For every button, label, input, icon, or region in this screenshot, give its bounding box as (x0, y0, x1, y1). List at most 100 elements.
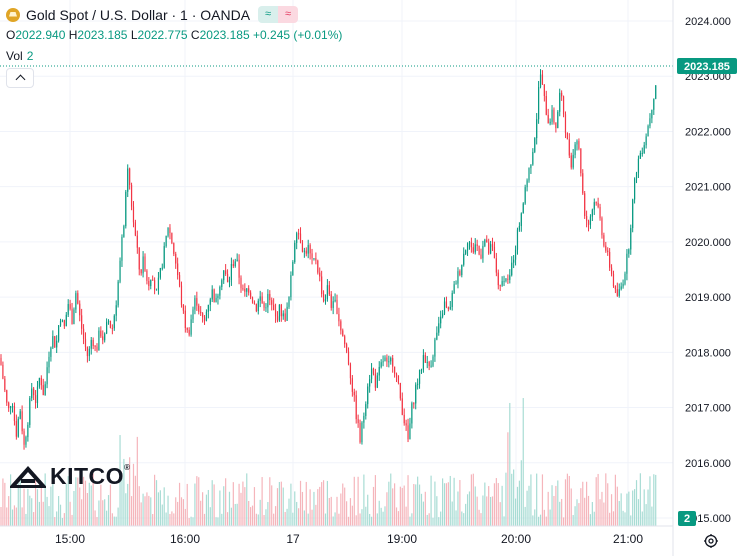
volume-bar (422, 501, 424, 526)
candle-body (251, 297, 254, 303)
candle-body (476, 244, 478, 246)
candle-body (635, 172, 638, 179)
volume-bar (140, 502, 142, 526)
volume-bar (146, 492, 148, 526)
volume-bar (303, 510, 305, 526)
candle-body (443, 301, 446, 314)
volume-bar (228, 491, 231, 526)
candle-body (77, 293, 79, 304)
candle-body (67, 304, 69, 315)
approx-right-icon[interactable]: ≈ (278, 6, 299, 23)
volume-bar (513, 469, 515, 526)
last-volume-badge: 2 (678, 511, 696, 526)
candle-body (501, 281, 503, 286)
candle-body (288, 297, 290, 307)
candle-body (296, 233, 298, 243)
candle-body (338, 314, 340, 322)
volume-bar (194, 483, 196, 526)
candle-body (13, 406, 16, 422)
candle-body (509, 275, 511, 280)
volume-bar (50, 486, 52, 526)
candle-body (203, 317, 206, 321)
volume-bar (42, 501, 44, 526)
volume-bar (603, 502, 605, 526)
volume-bar (344, 487, 346, 526)
candle-body (59, 321, 62, 326)
candle-body (424, 355, 426, 363)
candle-body (100, 330, 102, 337)
volume-bar (15, 507, 17, 526)
volume-bar (584, 497, 586, 526)
volume-bar (198, 477, 200, 526)
volume-bar (188, 517, 190, 526)
candle-body (198, 305, 200, 312)
volume-bar (645, 504, 647, 526)
candle-body (628, 249, 630, 254)
candle-body (236, 259, 238, 262)
candle-body (178, 275, 181, 286)
volume-bar (382, 511, 384, 526)
volume-bar (346, 501, 348, 526)
candle-body (430, 365, 432, 367)
volume-bar (572, 515, 574, 526)
candle-body (497, 272, 499, 286)
volume-bar (562, 517, 565, 526)
volume-bar (240, 492, 242, 526)
volume-bar (374, 475, 376, 526)
candle-body (171, 233, 173, 244)
volume-bar (269, 477, 271, 526)
collapse-legend-button[interactable] (6, 68, 34, 88)
gear-icon[interactable] (703, 533, 719, 549)
volume-bar (261, 477, 263, 526)
candle-body (326, 285, 328, 300)
time-axis: 15:00 16:00 17 19:00 20:00 21:00 (55, 532, 643, 546)
volume-bar (290, 483, 292, 526)
candle-body (129, 168, 131, 185)
volume-bar (643, 489, 645, 526)
volume-bar (94, 510, 96, 526)
candle-body (223, 270, 225, 281)
volume-bar (461, 511, 463, 526)
candle-body (390, 358, 392, 362)
approx-left-icon[interactable]: ≈ (258, 6, 279, 23)
candle-body (374, 373, 376, 388)
volume-bar (417, 476, 419, 526)
candle-body (257, 300, 259, 312)
symbol-header[interactable]: Gold Spot / U.S. Dollar · 1 · OANDA ≈ ≈ (6, 6, 299, 23)
volume-bar (177, 501, 179, 526)
volume-bar (580, 488, 582, 526)
candle-body (572, 154, 574, 168)
volume-bar (524, 506, 526, 526)
kitco-logo: KITCO® (10, 463, 130, 490)
volume-bar (557, 480, 559, 526)
volume-bar (484, 482, 486, 526)
volume-bar (27, 488, 29, 526)
indicator-pill[interactable]: ≈ ≈ (258, 6, 299, 23)
candle-body (524, 187, 526, 204)
candle-body (148, 280, 150, 287)
candle-body (653, 98, 655, 110)
candle-body (324, 299, 327, 302)
price-tick-label: 2017.000 (685, 403, 731, 415)
volume-bar (430, 475, 432, 526)
volume-bar (130, 496, 133, 526)
volume-bar (211, 480, 213, 526)
candle-body (609, 252, 611, 268)
price-tick-label: 2016.000 (685, 458, 731, 470)
volume-bar (11, 509, 14, 526)
symbol-title[interactable]: Gold Spot / U.S. Dollar · 1 · OANDA (26, 6, 251, 23)
volume-bar (397, 511, 400, 526)
candle-body (276, 316, 279, 321)
volume-bar (365, 506, 367, 526)
candle-body (92, 339, 94, 347)
volume-bar (453, 477, 455, 526)
candle-body (580, 148, 582, 174)
candle-body (488, 242, 490, 254)
candle-body (518, 226, 520, 230)
candle-body (286, 306, 288, 321)
candle-body (645, 136, 647, 146)
volume-bar (612, 511, 615, 526)
volume-bar (538, 516, 540, 526)
volume-bar (476, 496, 478, 526)
